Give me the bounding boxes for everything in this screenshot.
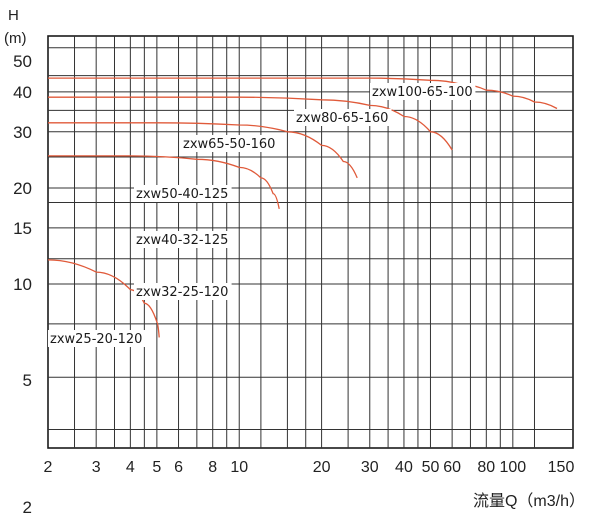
y-axis-unit: (m) <box>4 30 27 47</box>
x-tick-label: 40 <box>395 459 413 476</box>
series-label-bg <box>134 283 232 300</box>
series-label-bg <box>134 231 232 248</box>
x-tick-label: 80 <box>477 459 495 476</box>
series-label: zxw25-20-120 <box>50 332 142 347</box>
series-label: zxw50-40-125 <box>136 187 228 202</box>
series-label-bg <box>294 109 392 126</box>
curve-zxw80-65-160 <box>47 96 453 151</box>
x-tick-label: 10 <box>230 459 248 476</box>
x-axis-label: 流量Q（m3/h） <box>473 492 585 510</box>
y-tick-label: 15 <box>13 219 32 238</box>
curve-zxw65-50-160 <box>47 122 358 179</box>
series-label: zxw40-32-125 <box>136 233 228 248</box>
curve-zxw100-65-100 <box>48 77 558 110</box>
x-tick-label: 20 <box>313 459 331 476</box>
x-tick-label: 6 <box>174 459 183 476</box>
x-tick-label: 150 <box>548 459 575 476</box>
y-tick-label: 2 <box>23 498 32 516</box>
x-tick-label: 8 <box>208 459 217 476</box>
plot-border <box>47 35 574 449</box>
series-label: zxw32-25-120 <box>136 285 228 300</box>
x-tick-label: 50 <box>422 459 440 476</box>
series-label: zxw80-65-160 <box>296 111 388 126</box>
series-label: zxw65-50-160 <box>183 137 275 152</box>
y-tick-label: 5 <box>23 371 32 390</box>
y-tick-label: 30 <box>13 123 32 142</box>
label-layer: 2 3 4 5 6 8 10 20 30 40 50 60 80 100 15025101520304050… <box>4 7 585 516</box>
series-label-bg <box>48 330 146 347</box>
y-tick-label: 20 <box>13 179 32 198</box>
series-label-bg <box>370 83 476 100</box>
curve-layer <box>47 77 558 338</box>
series-label-bg <box>181 135 279 152</box>
series-label: zxw100-65-100 <box>372 85 473 100</box>
y-tick-label: 10 <box>13 275 32 294</box>
curve-zxw40-32-125 <box>47 155 280 210</box>
y-axis-label: H <box>8 7 19 24</box>
series-label-bg <box>134 185 232 202</box>
x-tick-label: 60 <box>443 459 461 476</box>
y-tick-label: 40 <box>13 83 32 102</box>
y-tick-label: 50 <box>13 52 32 71</box>
x-tick-label: 2 <box>44 459 53 476</box>
x-tick-label: 3 <box>92 459 101 476</box>
x-tick-label: 5 <box>152 459 161 476</box>
x-tick-label: 30 <box>361 459 379 476</box>
x-tick-label: 4 <box>126 459 135 476</box>
x-tick-label: 100 <box>499 459 526 476</box>
